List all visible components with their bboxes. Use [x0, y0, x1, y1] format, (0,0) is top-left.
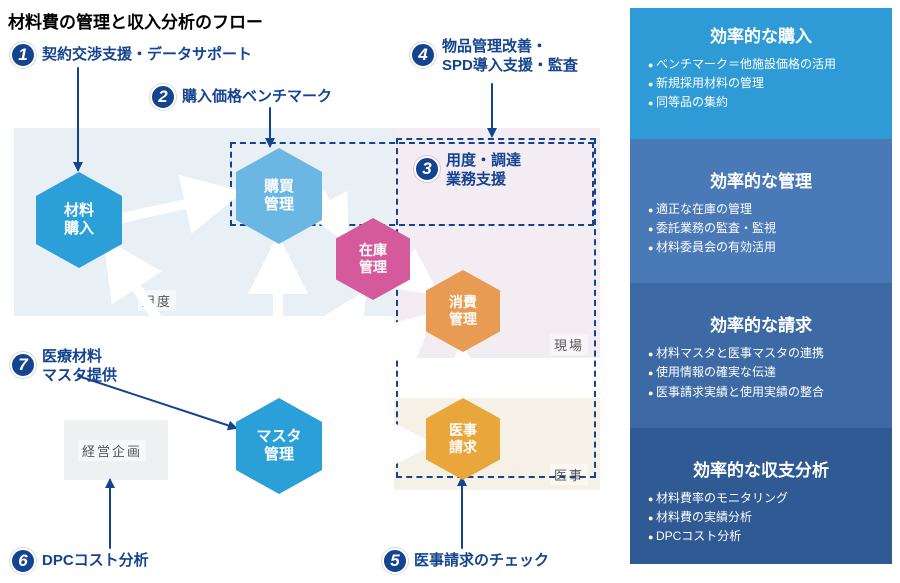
badge-2: 2	[150, 84, 176, 110]
chevron-heading: 効率的な管理	[648, 167, 874, 192]
chevron-item: DPCコスト分析	[648, 527, 874, 546]
badge-label: 医事請求のチェック	[414, 552, 549, 571]
diagram-left: 材料費の管理と収入分析のフロー 用度現場経営企画医事 材料購入購買管理在庫管理消…	[0, 0, 630, 583]
right-panel: 効率的な購入ベンチマーク＝他施設価格の活用新規採用材料の管理同等品の集約効率的な…	[630, 8, 892, 564]
chevron-heading: 効率的な購入	[648, 22, 874, 47]
zone-label: 経営企画	[78, 440, 146, 461]
chevron-item: 材料委員会の有効活用	[648, 238, 874, 257]
badge-label: 購入価格ベンチマーク	[182, 88, 332, 107]
hex-master: マスタ管理	[236, 398, 322, 494]
chevron-panel: 効率的な管理適正な在庫の管理委託業務の監査・監視材料委員会の有効活用	[630, 139, 892, 284]
chevron-item: 委託業務の監査・監視	[648, 219, 874, 238]
chevron-panel: 効率的な請求材料マスタと医事マスタの連携使用情報の確実な伝達医事請求実績と使用実…	[630, 283, 892, 428]
badge-6: 6	[10, 548, 36, 574]
badge-3: 3	[414, 156, 440, 182]
badge-label: 契約交渉支援・データサポート	[42, 46, 252, 65]
chevron-item: 医事請求実績と使用実績の整合	[648, 383, 874, 402]
chevron-panel: 効率的な購入ベンチマーク＝他施設価格の活用新規採用材料の管理同等品の集約	[630, 8, 892, 139]
chevron-item: 使用情報の確実な伝達	[648, 363, 874, 382]
badge-4: 4	[410, 42, 436, 68]
badge-7: 7	[10, 352, 36, 378]
chevron-item: 材料費率のモニタリング	[648, 489, 874, 508]
chevron-list: 材料費率のモニタリング材料費の実績分析DPCコスト分析	[648, 489, 874, 547]
badge-label: DPCコスト分析	[42, 552, 149, 571]
chevron-item: 材料費の実績分析	[648, 508, 874, 527]
chevron-list: 適正な在庫の管理委託業務の監査・監視材料委員会の有効活用	[648, 200, 874, 258]
chevron-panel: 効率的な収支分析材料費率のモニタリング材料費の実績分析DPCコスト分析	[630, 428, 892, 565]
badge-1: 1	[10, 42, 36, 68]
chevron-item: 新規採用材料の管理	[648, 74, 874, 93]
badge-label: 医療材料マスタ提供	[42, 348, 117, 386]
chevron-item: 適正な在庫の管理	[648, 200, 874, 219]
chevron-heading: 効率的な請求	[648, 311, 874, 336]
badge-label: 用度・調達業務支援	[446, 152, 521, 190]
chevron-item: 材料マスタと医事マスタの連携	[648, 344, 874, 363]
chevron-item: ベンチマーク＝他施設価格の活用	[648, 55, 874, 74]
chevron-list: ベンチマーク＝他施設価格の活用新規採用材料の管理同等品の集約	[648, 55, 874, 113]
chevron-heading: 効率的な収支分析	[648, 456, 874, 481]
badge-label: 物品管理改善・SPD導入支援・監査	[442, 38, 578, 76]
zone-label: 用度	[138, 290, 176, 311]
page-title: 材料費の管理と収入分析のフロー	[8, 8, 263, 33]
chevron-list: 材料マスタと医事マスタの連携使用情報の確実な伝達医事請求実績と使用実績の整合	[648, 344, 874, 402]
chevron-item: 同等品の集約	[648, 93, 874, 112]
badge-5: 5	[382, 548, 408, 574]
